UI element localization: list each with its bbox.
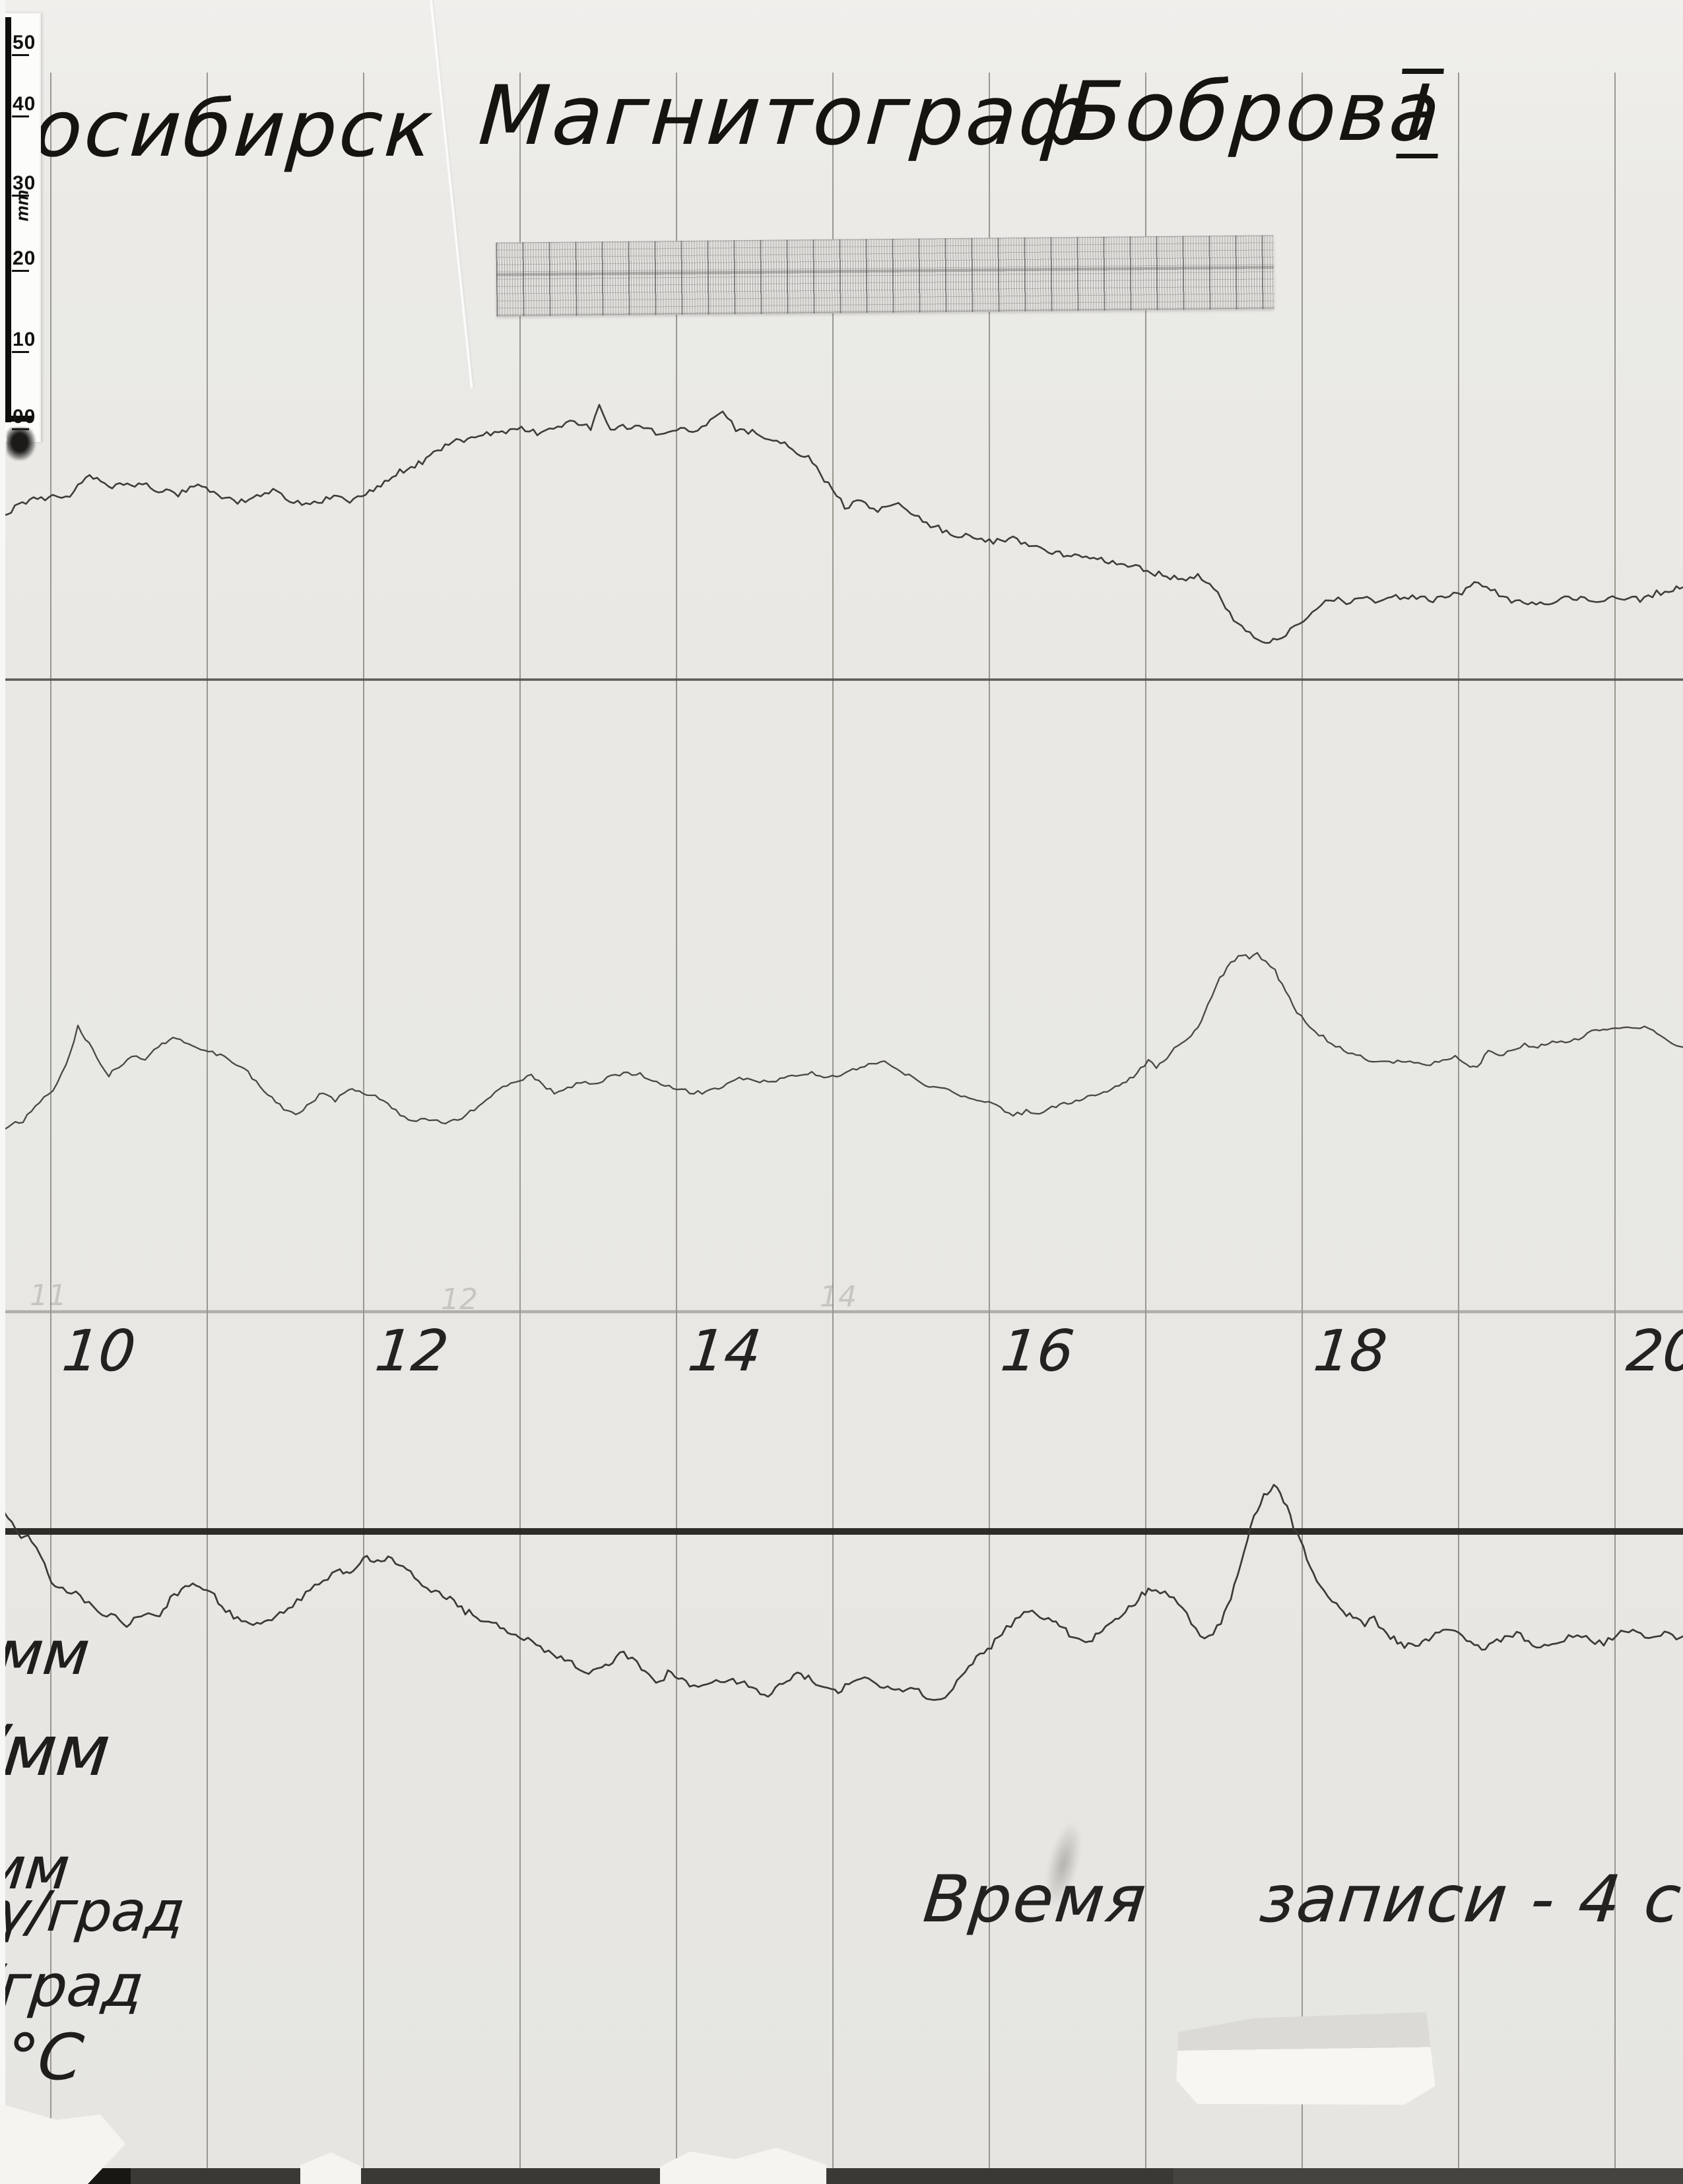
scan-left-edge (0, 0, 5, 2184)
ruler-tick (12, 115, 29, 117)
hour-label-12: 12 (372, 1318, 451, 1384)
title-instrument: Магнитограф (475, 69, 1095, 164)
middle-trace (0, 951, 1683, 1132)
ruler-foot (3, 416, 32, 422)
ruler-mark-00: 00 (13, 406, 36, 428)
ruler-tick (12, 195, 29, 197)
ruler-tick (12, 54, 29, 56)
title-station-name: осибирск (31, 83, 438, 174)
upper-trace (0, 404, 1683, 644)
ruler-mark-40: 40 (13, 93, 36, 115)
pencil-ghost: 11 (30, 1279, 67, 1312)
title-author: Боброва (1063, 65, 1446, 160)
scale-annotation-3: γ/град (0, 1879, 188, 1944)
scale-annotation-1: /мм (0, 1710, 114, 1791)
scan-bottom-shadow (38, 2168, 1683, 2184)
ruler-tick (12, 270, 29, 272)
scale-annotation-4: /град (0, 1952, 147, 2020)
title-numeral: I (1396, 69, 1445, 159)
scale-annotation-0: /мм (0, 1618, 93, 1688)
hour-label-14: 14 (684, 1318, 764, 1384)
ruler-unit-label: mm (12, 189, 32, 222)
ink-blob (7, 428, 36, 461)
torn-paper-piece (1175, 2012, 1436, 2107)
caption-word-time: Время (920, 1862, 1151, 1937)
title-numeral-glyph: I (1396, 69, 1445, 159)
caption-recording-speed: записи - 4 се (1257, 1862, 1683, 1937)
ruler-mark-50: 50 (13, 32, 36, 53)
ruler-tick (12, 351, 29, 353)
mm-scale-ruler: 50 40 30 20 10 00 mm (1, 13, 41, 442)
scale-annotation-5: °C (3, 2020, 86, 2094)
calibration-grid-strip (496, 235, 1274, 317)
hour-label-10: 10 (59, 1318, 139, 1384)
hour-label-16: 16 (997, 1318, 1077, 1384)
hour-label-20: 20 (1623, 1318, 1683, 1384)
ruler-mark-20: 20 (13, 247, 36, 269)
ruler-mark-30: 30 (13, 172, 36, 194)
pencil-ghost: 14 (820, 1280, 857, 1314)
lower-trace (0, 1483, 1683, 1701)
ruler-mark-10: 10 (13, 329, 36, 350)
pencil-ghost: 12 (441, 1283, 478, 1316)
hour-label-18: 18 (1310, 1318, 1390, 1384)
